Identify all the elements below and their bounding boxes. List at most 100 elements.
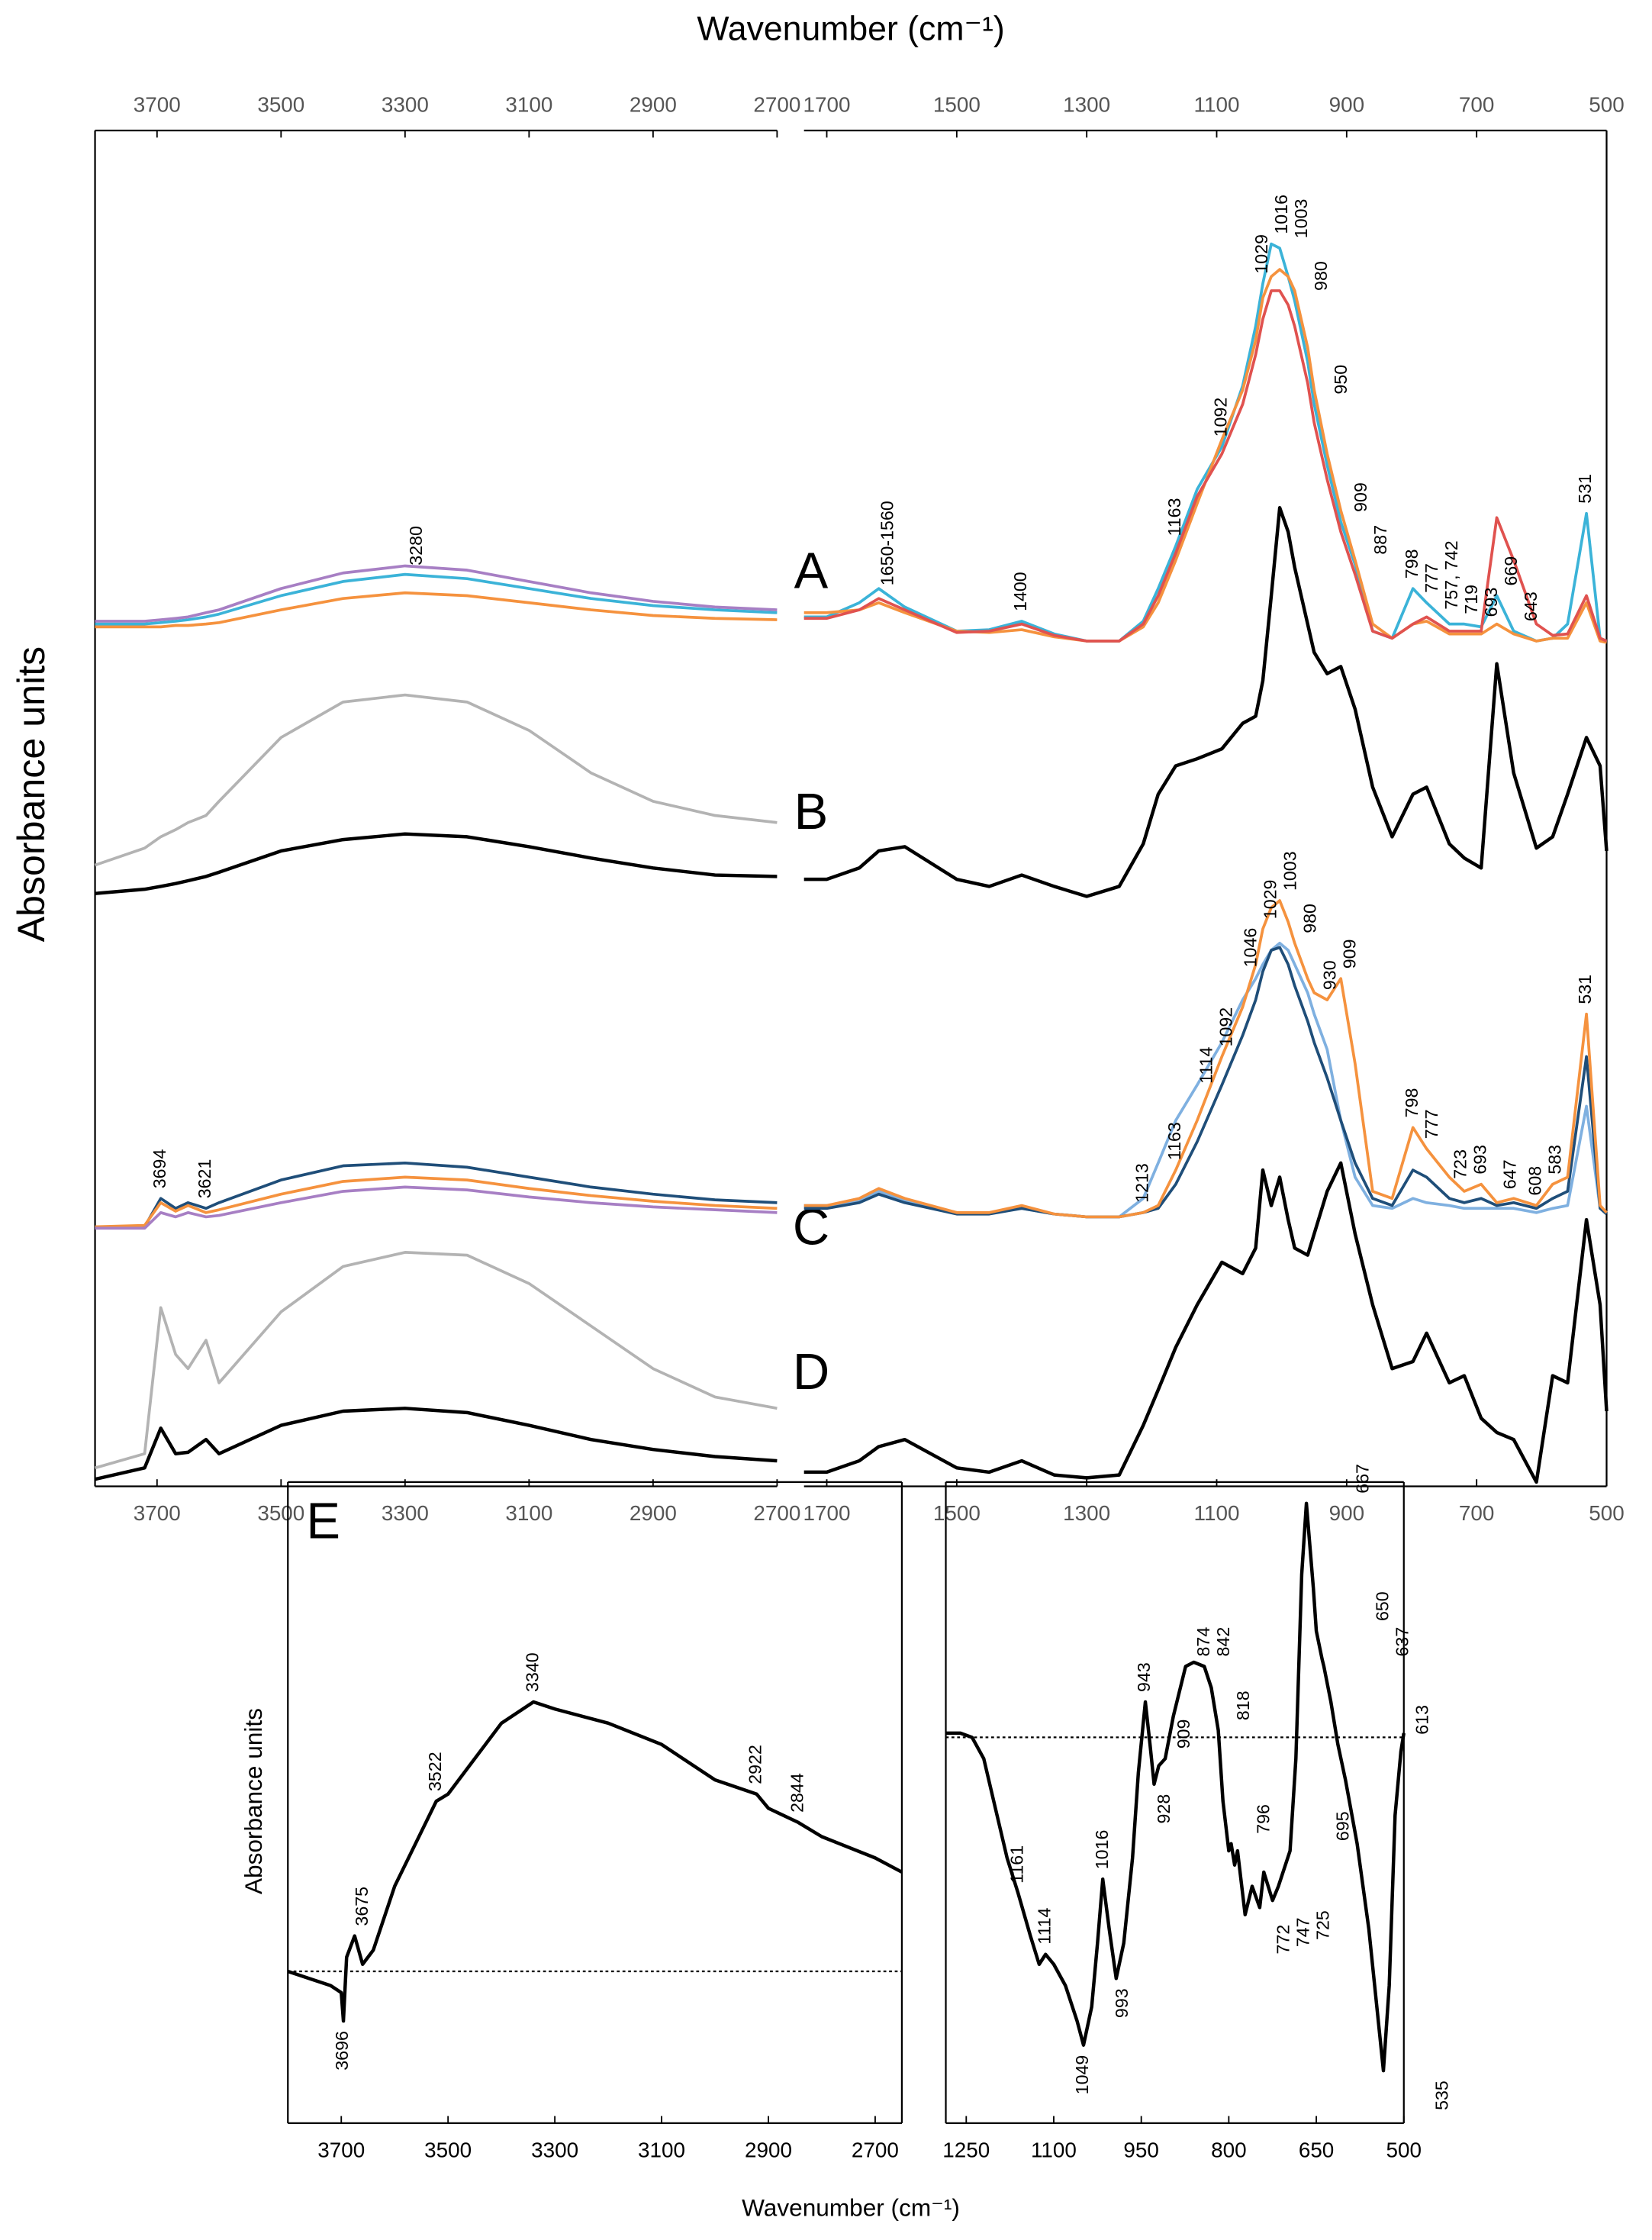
x-tick-label: 3100 (638, 2138, 685, 2161)
spectrum-line (803, 289, 1608, 643)
peak-label: 531 (1575, 474, 1595, 504)
spectrum-line (95, 564, 778, 623)
x-axis-title: Wavenumber (cm⁻¹) (697, 11, 1004, 48)
peak-label: 3621 (195, 1159, 214, 1199)
spectrum-line (95, 832, 778, 895)
peak-label: 1163 (1164, 1122, 1184, 1160)
spectrum-line (287, 1700, 903, 2023)
x-tick-label: 3100 (505, 93, 552, 117)
spectrum-line (945, 1501, 1406, 2073)
x-tick-label: 900 (1329, 93, 1364, 117)
peak-label: 796 (1253, 1804, 1273, 1834)
y-axis-title: Absorbance units (10, 646, 53, 943)
peak-label: 798 (1402, 549, 1422, 579)
peak-label: 669 (1501, 556, 1521, 586)
spectrum-line (95, 591, 778, 629)
peak-label: 874 (1193, 1627, 1213, 1657)
x-tick-label: 1300 (1063, 93, 1110, 117)
peak-label: 980 (1311, 261, 1331, 291)
peak-label: 777 (1422, 1109, 1441, 1139)
peak-label: 719 (1461, 585, 1481, 614)
peak-label: 1161 (1006, 1845, 1026, 1884)
peak-label: 1092 (1216, 1007, 1236, 1047)
spectrum-line (95, 1407, 778, 1481)
peak-label: 777 (1422, 563, 1441, 593)
x-tick-label: 700 (1459, 1501, 1494, 1525)
peak-label: 3696 (332, 2031, 352, 2071)
peak-label: 2844 (787, 1773, 807, 1813)
spectrum-line (803, 268, 1607, 644)
peak-label: 3675 (352, 1887, 372, 1926)
spectrum-line (95, 1251, 778, 1470)
peak-label: 1049 (1072, 2055, 1092, 2095)
peak-label: 608 (1525, 1166, 1545, 1196)
panel-label: E (306, 1492, 340, 1549)
x-tick-label: 800 (1211, 2138, 1246, 2161)
x-tick-label: 1100 (1031, 2138, 1077, 2161)
peak-label: 772 (1273, 1925, 1293, 1955)
x-axis-title: Wavenumber (cm⁻¹) (742, 2194, 960, 2222)
spectrum-line (803, 242, 1608, 643)
peak-label: 2922 (745, 1745, 765, 1784)
spectrum-line (95, 1185, 778, 1230)
peak-label: 818 (1233, 1690, 1253, 1720)
peak-label: 842 (1213, 1627, 1233, 1657)
x-tick-label: 950 (1123, 2138, 1158, 2161)
peak-label: 798 (1402, 1088, 1422, 1118)
x-tick-label: 2900 (630, 93, 677, 117)
peak-label: 1046 (1241, 928, 1261, 968)
x-tick-label: 3500 (257, 1501, 304, 1525)
peak-label: 723 (1451, 1149, 1470, 1179)
peak-label: 613 (1412, 1705, 1431, 1735)
x-tick-label: 2900 (745, 2138, 792, 2161)
x-tick-label: 3500 (424, 2138, 472, 2161)
x-tick-label: 2700 (852, 2138, 899, 2161)
x-tick-label: 3700 (317, 2138, 365, 2161)
peak-label: 1029 (1261, 880, 1280, 920)
x-tick-label: 2700 (753, 93, 800, 117)
peak-label: 3280 (406, 526, 426, 566)
peak-label: 909 (1340, 939, 1360, 969)
x-tick-label: 3300 (382, 93, 429, 117)
x-tick-label: 700 (1459, 93, 1494, 117)
peak-label: 1003 (1291, 199, 1311, 239)
peak-label: 1400 (1010, 572, 1030, 611)
peak-label: 1114 (1196, 1047, 1216, 1084)
peak-label: 747 (1293, 1917, 1312, 1947)
x-tick-label: 500 (1386, 2138, 1422, 2161)
x-tick-label: 1700 (803, 93, 851, 117)
x-tick-label: 2700 (753, 1501, 800, 1525)
peak-label: 1029 (1251, 234, 1271, 274)
x-tick-label: 2900 (630, 1501, 677, 1525)
peak-label: 583 (1545, 1145, 1565, 1175)
panel-label: B (794, 783, 829, 840)
peak-label: 928 (1154, 1794, 1174, 1824)
peak-label: 695 (1332, 1811, 1352, 1841)
x-tick-label: 3500 (257, 93, 304, 117)
peak-label: 725 (1312, 1910, 1332, 1940)
x-tick-label: 650 (1299, 2138, 1334, 2161)
x-tick-label: 3300 (382, 1501, 429, 1525)
peak-label: 1114 (1034, 1907, 1054, 1944)
peak-label: 980 (1300, 904, 1320, 933)
peak-label: 667 (1352, 1464, 1372, 1494)
x-tick-label: 1700 (803, 1501, 851, 1525)
peak-label: 3340 (522, 1652, 542, 1692)
x-tick-label: 1100 (1194, 93, 1240, 117)
peak-label: 3694 (150, 1149, 169, 1189)
peak-label: 909 (1351, 482, 1370, 512)
spectrum-line (803, 1161, 1609, 1484)
x-tick-label: 3300 (531, 2138, 578, 2161)
x-tick-label: 1500 (933, 93, 981, 117)
peak-label: 535 (1431, 2080, 1451, 2110)
peak-label: 693 (1481, 588, 1501, 617)
peak-label: 909 (1174, 1719, 1193, 1749)
y-axis-title: Absorbance units (240, 1708, 267, 1894)
peak-label: 887 (1370, 525, 1390, 555)
panel-label: A (794, 542, 829, 599)
peak-label: 950 (1331, 365, 1351, 395)
spectrum-line (94, 693, 778, 867)
peak-label: 1650-1560 (878, 501, 897, 585)
peak-label: 1213 (1132, 1163, 1151, 1203)
